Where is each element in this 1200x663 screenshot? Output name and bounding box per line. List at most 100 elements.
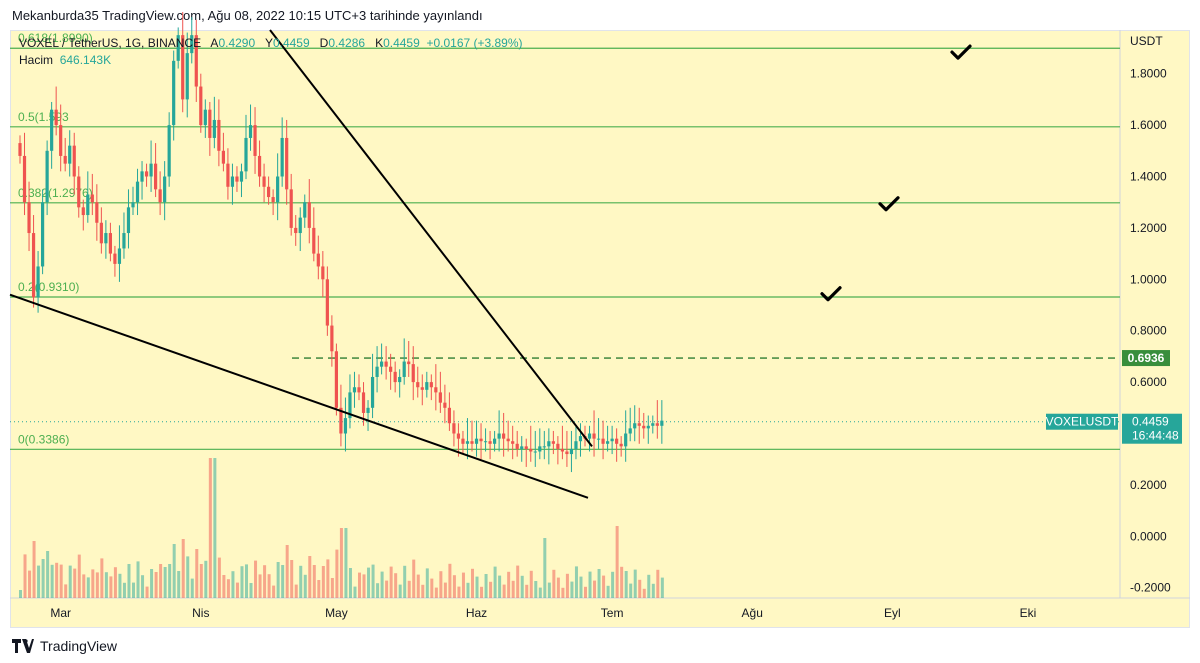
candle-body [578,436,583,442]
candle-body [615,438,619,444]
candle-body [303,202,307,218]
candle-body [203,109,207,126]
candle-body [398,376,402,383]
candle-body [36,266,40,298]
candle-body [22,155,27,203]
chart-panel[interactable] [10,30,1190,628]
volume-bar [50,564,54,598]
candle-body [389,366,393,372]
candle-body [497,433,501,439]
footer-brand: TradingView [40,638,118,654]
volume-bar [502,584,506,598]
volume-bar [235,582,239,598]
volume-bar [118,573,122,598]
dashed-level-tag [1122,350,1170,367]
volume-bar [398,584,402,598]
volume-bar [425,568,429,598]
candle-body [199,86,203,126]
candle-body [280,137,284,177]
trendline-support [9,293,589,499]
candle-body [95,202,99,223]
volume-bar [172,544,176,598]
volume-bar [367,567,371,598]
volume-bar [597,569,601,598]
volume-bar [615,526,619,598]
volume-bar [403,565,407,598]
volume-bar [574,566,578,598]
volume-bar [199,564,203,598]
checkmark-icon [878,196,900,212]
candle-body [407,361,411,365]
volume-bar [159,564,163,598]
candle-body [366,407,370,413]
volume-bar [249,583,253,598]
volume-bar [353,586,357,598]
volume-bar [240,566,244,598]
candle-body [339,407,343,434]
candle-body [461,438,465,444]
volume-bar [457,586,461,598]
volume-bar [150,569,154,598]
candle-body [190,35,194,54]
volume-bar [208,458,212,598]
candle-body [244,137,248,172]
candle-body [434,387,438,393]
fib-level-label: 0(0.3386) [18,432,69,446]
volume-bar [104,572,108,598]
candle-body [515,443,519,449]
candle-body [18,143,22,156]
volume-bar [620,566,624,598]
candle-body [45,150,49,203]
volume-bar [642,588,646,598]
price-tick-label: 0.2000 [1130,478,1167,492]
tradingview-footer[interactable]: TradingView [12,636,117,656]
last-price-tag [1122,413,1182,444]
candle-body [596,438,601,440]
candle-body [483,441,488,443]
volume-bar [195,549,199,598]
time-tick-label: Nis [192,606,209,620]
volume-bar [362,574,366,598]
volume-bar [91,569,95,598]
volume-bar [385,580,389,598]
candle-body [31,233,36,298]
price-axis-currency: USDT [1130,34,1163,48]
candle-body [474,438,479,444]
volume-bar [552,569,556,598]
volume-bar [443,582,447,598]
volume-bar [380,571,384,598]
candle-body [289,189,293,228]
chart-legend: VOXEL / TetherUS, 1G, BINANCE A0.4290 Y0… [19,36,523,67]
volume-bar [86,577,90,598]
candle-body [628,428,632,434]
candle-body [420,387,424,390]
candle-body [520,446,524,449]
volume-bar [299,565,303,598]
volume-bar [163,567,167,598]
candle-body [529,448,533,452]
volume-bar [624,571,628,598]
legend-open: 0.4290 [218,36,256,50]
volume-bar [136,561,140,598]
volume-bar [317,580,321,598]
candle-body [538,446,542,452]
candle-body [285,137,289,190]
candle-body [533,451,537,453]
candle-body [325,279,329,326]
candle-body [217,119,221,151]
candle-body [443,402,447,408]
price-tick-label: 1.0000 [1130,272,1167,286]
volume-bar [41,559,45,598]
volume-bar [281,565,285,598]
candle-body [59,125,63,156]
volume-bar [122,582,126,598]
candle-body [167,125,171,177]
volume-bar [471,568,474,598]
volume-bar [511,580,515,598]
candle-body [655,423,659,426]
legend-symbol: VOXEL / TetherUS, 1G, BINANCE [19,36,202,50]
candle-body [330,325,334,352]
volume-bar [226,579,230,598]
price-tick-label: 1.2000 [1130,221,1167,235]
